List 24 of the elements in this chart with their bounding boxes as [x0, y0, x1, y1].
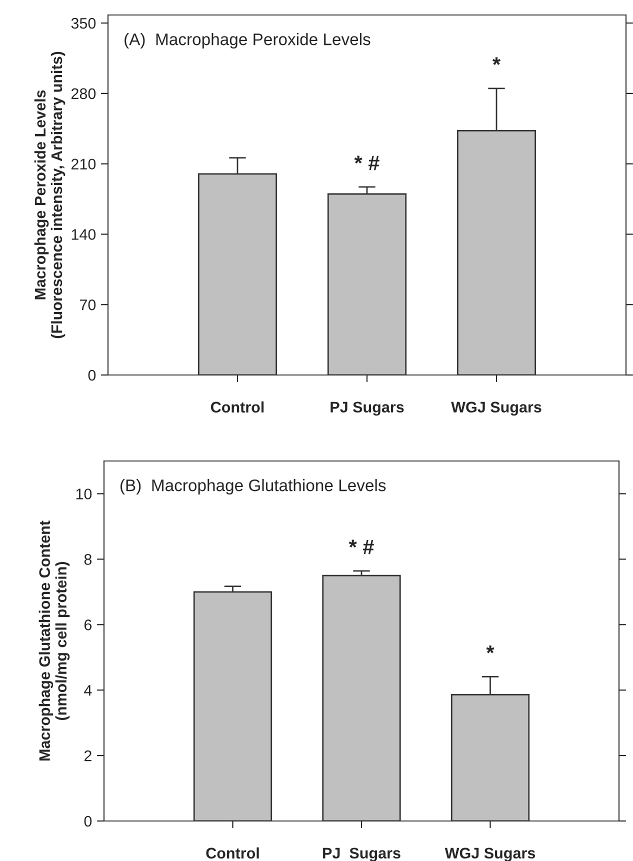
- y-tick-label: 0: [88, 370, 96, 381]
- y-tick-label: 140: [72, 229, 96, 240]
- annotation: * #: [348, 540, 374, 554]
- x-tick-label: Control: [206, 847, 259, 859]
- y-axis-title: Macrophage Peroxide Levels (Fluorescence intensity, Arbitrary units): [34, 52, 66, 338]
- y-axis-title: Macrophage Glutathione Content (nmol/mg cell protein): [38, 520, 70, 760]
- text: (B) Macrophage Glutathione Levels: [120, 479, 386, 495]
- y-tick-label: 0: [84, 816, 92, 827]
- y-tick-label: 6: [84, 620, 92, 630]
- x-tick-label: PJ Sugars: [330, 402, 404, 416]
- y-tick-label: 10: [76, 488, 92, 500]
- y-tick-label: 280: [71, 88, 96, 100]
- y-tick-label: 210: [71, 158, 96, 170]
- annotation: * #: [354, 156, 380, 170]
- y-tick-label: 4: [84, 685, 92, 696]
- y-tick-label: 70: [80, 299, 96, 310]
- y-tick-label: 2: [84, 750, 92, 762]
- x-tick-label: WGJ Sugars: [451, 402, 542, 416]
- y-tick-label: 8: [84, 554, 92, 565]
- annotation: *: [492, 57, 501, 65]
- y-tick-label: 350: [71, 18, 96, 29]
- x-tick-label: Control: [210, 401, 264, 413]
- annotation: *: [486, 646, 494, 654]
- text: (A) Macrophage Peroxide Levels: [124, 33, 370, 49]
